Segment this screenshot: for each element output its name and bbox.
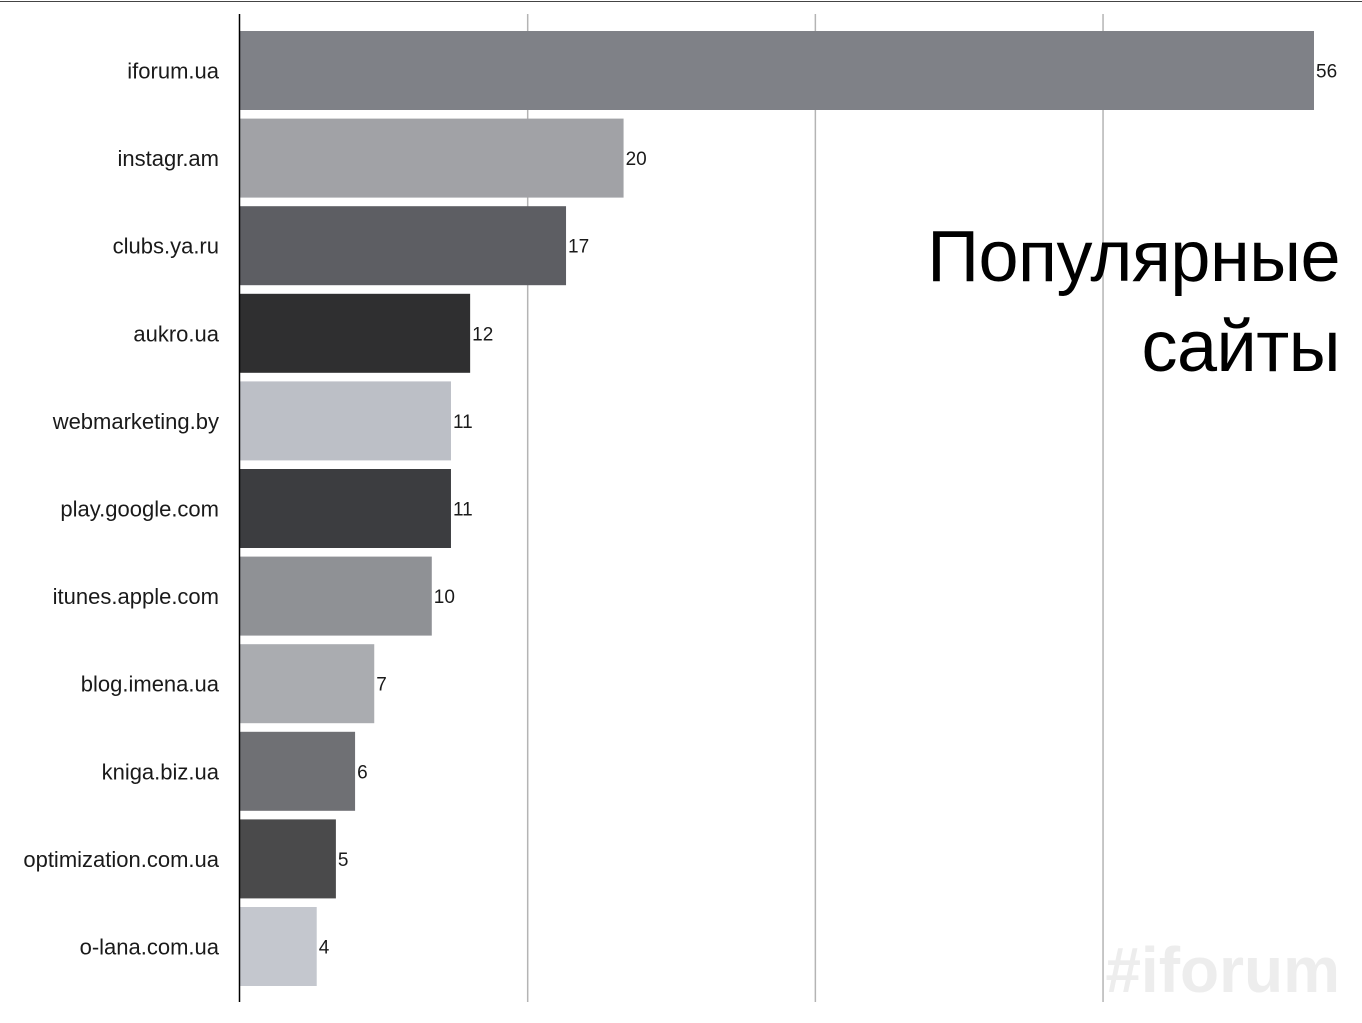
category-label-2: clubs.ya.ru: [113, 234, 219, 259]
slide-title-line-2: сайты: [1141, 307, 1341, 387]
value-label-2: 17: [568, 237, 589, 258]
top-rule: [0, 1, 1362, 2]
slide-title: Популярные сайты: [927, 212, 1340, 392]
bar-2: [240, 206, 567, 286]
value-label-8: 6: [357, 762, 368, 783]
bar-10: [240, 907, 317, 986]
value-label-10: 4: [319, 938, 330, 959]
value-label-6: 10: [434, 587, 455, 608]
bar-4: [240, 381, 451, 461]
value-label-9: 5: [338, 850, 349, 871]
category-label-3: aukro.ua: [133, 321, 219, 346]
bar-6: [240, 556, 432, 636]
value-label-1: 20: [626, 149, 647, 170]
category-label-4: webmarketing.by: [52, 409, 219, 434]
category-label-8: kniga.biz.ua: [102, 759, 220, 784]
bar-7: [240, 644, 375, 724]
bar-1: [240, 118, 624, 198]
category-label-1: instagr.am: [118, 146, 220, 171]
value-label-4: 11: [453, 412, 473, 433]
bar-0: [240, 31, 1314, 110]
category-label-10: o-lana.com.ua: [80, 935, 220, 960]
slide-title-line-1: Популярные: [927, 217, 1340, 297]
bar-3: [240, 293, 471, 373]
watermark-hashtag: #iforum: [1105, 934, 1340, 1006]
value-label-5: 11: [453, 500, 473, 521]
category-label-0: iforum.ua: [127, 59, 219, 84]
category-label-5: play.google.com: [60, 497, 219, 522]
bar-5: [240, 469, 451, 548]
category-label-9: optimization.com.ua: [23, 847, 219, 872]
bar-9: [240, 819, 336, 899]
category-label-7: blog.imena.ua: [81, 672, 220, 697]
bar-8: [240, 731, 356, 811]
value-label-3: 12: [472, 324, 493, 345]
category-label-6: itunes.apple.com: [53, 584, 219, 609]
value-label-7: 7: [376, 675, 387, 696]
value-label-0: 56: [1316, 62, 1337, 83]
